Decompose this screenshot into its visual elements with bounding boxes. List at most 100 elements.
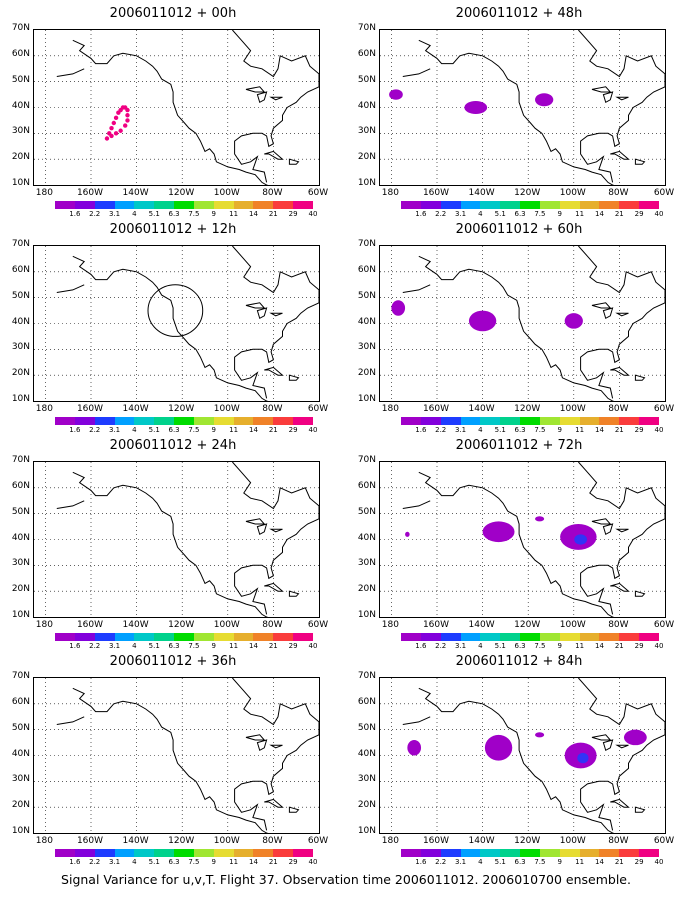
colorbar-swatch	[174, 201, 194, 209]
colorbar-label: 40	[308, 426, 318, 434]
colorbar-label: 6.3	[168, 426, 180, 434]
colorbar-swatch	[420, 633, 441, 641]
coastline	[418, 39, 615, 185]
lat-tick-label: 50N	[357, 722, 376, 733]
colorbar-swatch	[114, 201, 135, 209]
colorbar-swatch	[559, 849, 580, 857]
variance-region	[407, 740, 422, 756]
lat-tick-label: 10N	[11, 826, 30, 836]
colorbar-swatch	[480, 633, 501, 641]
variance-region	[484, 734, 513, 761]
lat-tick-label: 30N	[357, 126, 376, 137]
lat-tick-label: 60N	[11, 696, 30, 707]
map-canvas	[380, 30, 665, 185]
lon-tick-label: 120W	[168, 620, 195, 630]
colorbar	[55, 201, 313, 209]
colorbar-label: 40	[654, 642, 664, 650]
lon-tick-label: 80W	[608, 404, 629, 414]
colorbar-label: 3.1	[454, 858, 467, 866]
land-outline	[615, 96, 629, 101]
colorbar-label: 40	[308, 210, 318, 218]
lon-tick-label: 100W	[559, 404, 586, 414]
lon-tick-label: 140W	[122, 620, 149, 630]
lon-tick-label: 180	[381, 620, 399, 630]
colorbar-swatch	[539, 633, 560, 641]
lat-tick-label: 70N	[357, 455, 376, 465]
colorbar-swatch	[293, 849, 313, 857]
colorbar-label: 4	[132, 426, 137, 434]
colorbar-label: 14	[594, 858, 604, 866]
panel-title: 2006011012 + 72h	[455, 438, 583, 453]
colorbar-label: 4	[478, 642, 483, 650]
coastline	[56, 716, 85, 725]
colorbar-swatch	[233, 849, 254, 857]
lon-tick-label: 60W	[653, 836, 675, 846]
land-outline	[615, 744, 629, 749]
map-panel: 2006011012 + 36h 70N 60N 50N 40N 30N 20N 10N 180…	[0, 648, 346, 866]
colorbar-label: 6.3	[168, 210, 180, 218]
lat-tick-label: 70N	[357, 671, 376, 681]
lon-tick-label: 140W	[468, 404, 495, 414]
variance-core	[577, 752, 589, 764]
colorbar-label: 29	[288, 210, 298, 218]
land-outline	[591, 302, 612, 309]
lon-tick-label: 120W	[168, 188, 195, 198]
lon-tick-label: 140W	[468, 620, 495, 630]
map-panel: 2006011012 + 60h 70N 60N 50N 40N 30N 20N 10N 180…	[346, 216, 692, 434]
land-outline	[591, 518, 612, 525]
lon-tick-label: 80W	[262, 836, 283, 846]
lon-tick-label: 180	[381, 404, 399, 414]
colorbar-swatch	[639, 849, 659, 857]
colorbar-swatch	[480, 849, 501, 857]
coastline	[232, 30, 319, 183]
colorbar-label: 1.6	[415, 642, 427, 650]
lat-tick-label: 20N	[11, 152, 30, 163]
colorbar-label: 14	[248, 426, 258, 434]
lat-tick-label: 70N	[11, 671, 30, 681]
observation-point	[109, 133, 114, 139]
lon-tick-label: 160W	[76, 188, 104, 198]
colorbar-label: 5.1	[148, 642, 160, 650]
map-canvas	[380, 246, 665, 401]
colorbar-label: 29	[634, 858, 644, 866]
lon-tick-label: 140W	[122, 404, 149, 414]
lat-tick-label: 30N	[11, 774, 30, 785]
panel-title: 2006011012 + 84h	[455, 654, 583, 669]
observation-point	[113, 115, 119, 121]
coastline	[56, 284, 85, 293]
colorbar-label: 21	[268, 642, 278, 650]
coastline	[232, 462, 319, 615]
colorbar-label: 29	[288, 426, 298, 434]
land-outline	[591, 86, 612, 93]
colorbar-label: 40	[654, 858, 664, 866]
map-canvas	[380, 462, 665, 617]
colorbar-swatch	[401, 201, 421, 209]
lat-tick-label: 10N	[357, 394, 376, 404]
lon-tick-label: 140W	[122, 836, 149, 846]
land-outline	[245, 734, 266, 741]
colorbar-swatch	[114, 849, 135, 857]
colorbar-label: 5.1	[148, 426, 160, 434]
lon-tick-label: 80W	[262, 188, 283, 198]
colorbar-label: 4	[478, 858, 483, 866]
lon-tick-label: 100W	[213, 188, 240, 198]
panel-title: 2006011012 + 48h	[455, 6, 583, 21]
land-outline	[269, 96, 283, 101]
colorbar-swatch	[253, 201, 274, 209]
map-frame	[379, 461, 666, 618]
colorbar-swatch	[193, 201, 214, 209]
coastline	[72, 687, 269, 833]
colorbar-swatch	[193, 849, 214, 857]
coastline	[578, 30, 665, 183]
colorbar-label: 2.2	[435, 642, 447, 650]
colorbar-label: 2.2	[89, 210, 101, 218]
colorbar-swatch	[480, 201, 501, 209]
colorbar-swatch	[401, 633, 421, 641]
colorbar-swatch	[134, 633, 155, 641]
colorbar-label: 9	[557, 858, 562, 866]
colorbar-label: 5.1	[494, 426, 506, 434]
colorbar-label: 29	[634, 642, 644, 650]
lat-tick-label: 60N	[357, 48, 376, 59]
colorbar-swatch	[559, 417, 580, 425]
coastline	[402, 68, 431, 77]
